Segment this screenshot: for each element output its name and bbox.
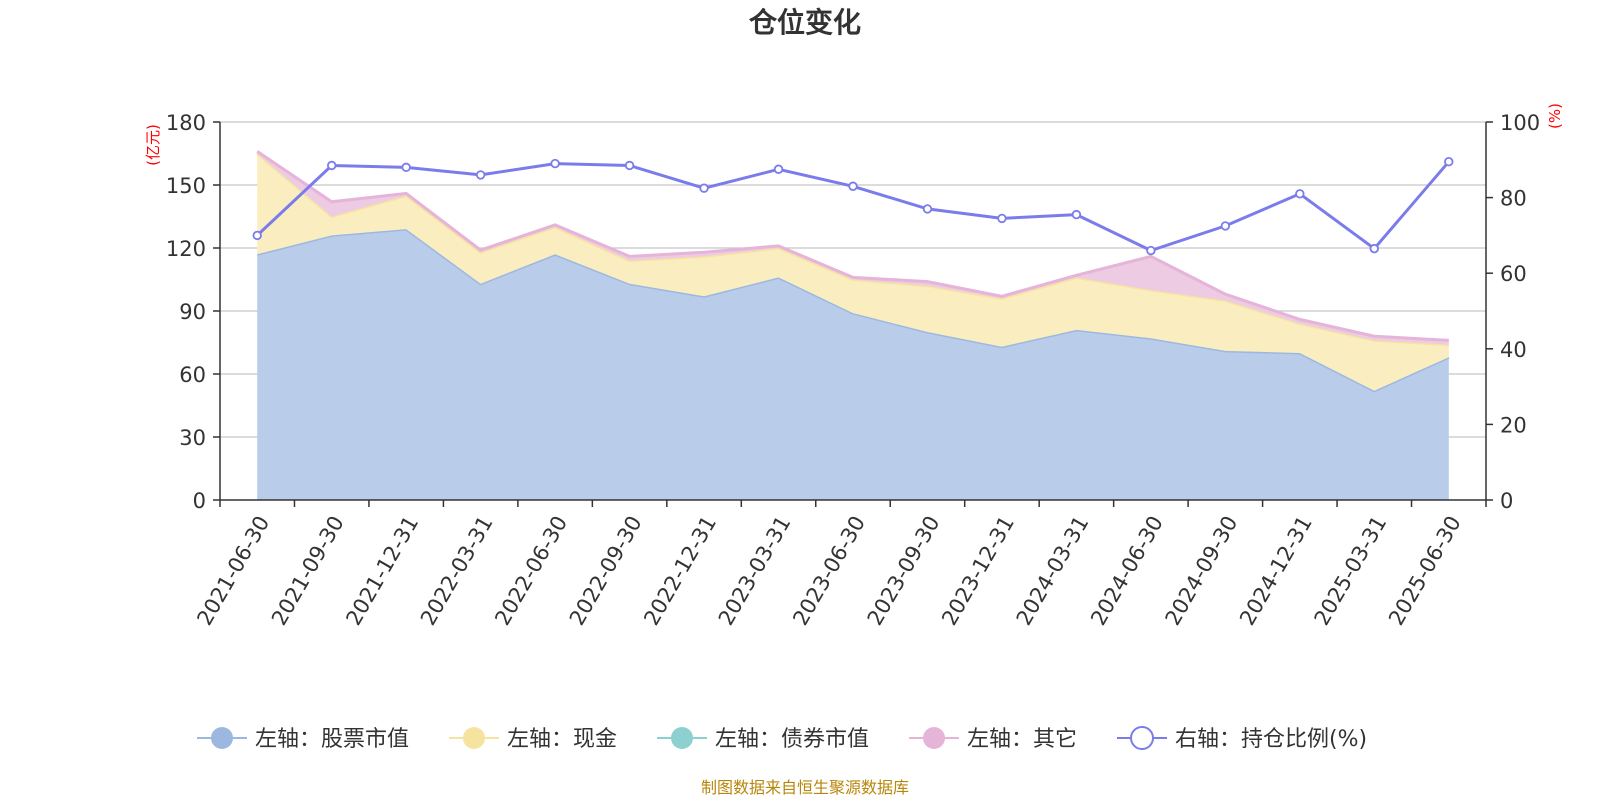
- x-tick-label: 2022-03-31: [416, 512, 498, 630]
- data-point: [327, 160, 337, 171]
- legend-marker: [1130, 726, 1154, 750]
- data-point: [624, 160, 635, 171]
- legend-marker: [463, 727, 485, 749]
- x-tick-label: 2023-12-31: [937, 512, 1019, 630]
- data-point: [1220, 221, 1231, 231]
- legend-label: 左轴：股票市值: [255, 727, 409, 752]
- data-point: [401, 162, 411, 173]
- x-tick-label: 2025-03-31: [1310, 512, 1392, 630]
- data-point: [699, 183, 709, 193]
- left-tick-label: 180: [166, 111, 206, 135]
- area-左轴：股票市值: [257, 229, 1449, 500]
- x-tick-label: 2022-09-30: [565, 512, 647, 630]
- legend-marker: [211, 727, 233, 749]
- area-line-左轴：其它: [256, 150, 1449, 342]
- legend-item: 右轴：持仓比例(%): [1117, 726, 1367, 752]
- legend-item: 左轴：现金: [449, 727, 617, 752]
- data-point: [475, 170, 486, 180]
- legend-label: 左轴：其它: [967, 727, 1077, 752]
- left-tick-label: 30: [179, 426, 206, 450]
- x-tick-label: 2024-12-31: [1235, 512, 1317, 630]
- line-series: [252, 156, 1454, 256]
- legend-label: 右轴：持仓比例(%): [1175, 727, 1367, 752]
- x-tick-label: 2024-06-30: [1086, 512, 1168, 630]
- data-point: [550, 158, 560, 169]
- x-tick-label: 2024-03-31: [1012, 512, 1094, 630]
- x-tick-label: 2022-12-31: [639, 512, 721, 630]
- data-point: [1071, 209, 1082, 220]
- chart-title: 仓位变化: [749, 6, 861, 39]
- legend-label: 左轴：债券市值: [715, 727, 869, 752]
- x-tick-label: 2023-06-30: [788, 512, 870, 630]
- data-point: [997, 213, 1007, 224]
- data-point: [848, 181, 858, 191]
- x-tick-label: 2021-06-30: [192, 512, 274, 630]
- left-axis-unit: (亿元): [144, 124, 162, 166]
- area-左轴：现金: [257, 153, 1449, 391]
- data-point: [773, 164, 784, 174]
- data-point: [1369, 243, 1379, 254]
- legend: 左轴：股票市值 左轴：现金 左轴：债券市值 左轴：其它 右轴：持仓比例(%): [197, 726, 1367, 752]
- left-tick-label: 90: [179, 300, 206, 324]
- x-tick-label: 2023-03-31: [714, 512, 796, 630]
- data-point: [1146, 245, 1156, 256]
- x-tick-label: 2025-06-30: [1384, 512, 1466, 630]
- right-tick-label: 40: [1500, 338, 1527, 362]
- right-tick-label: 20: [1500, 413, 1527, 437]
- legend-item: 左轴：股票市值: [197, 727, 409, 752]
- x-tick-label: 2021-09-30: [267, 512, 349, 630]
- legend-item: 左轴：债券市值: [657, 727, 869, 752]
- right-tick-label: 0: [1500, 489, 1513, 513]
- legend-marker: [923, 727, 945, 749]
- x-tick-label: 2021-12-31: [341, 512, 423, 630]
- left-tick-label: 0: [193, 489, 206, 513]
- legend-item: 左轴：其它: [909, 727, 1077, 752]
- right-tick-label: 100: [1500, 111, 1540, 135]
- x-tick-label: 2024-09-30: [1161, 512, 1243, 630]
- legend-label: 左轴：现金: [507, 727, 617, 752]
- right-axis-unit: (%): [1546, 103, 1564, 129]
- legend-marker: [671, 727, 693, 749]
- x-tick-label: 2022-06-30: [490, 512, 572, 630]
- left-tick-label: 60: [179, 363, 206, 387]
- data-point: [252, 230, 262, 241]
- right-tick-label: 80: [1500, 187, 1527, 211]
- area-series: [256, 150, 1450, 500]
- source-note: 制图数据来自恒生聚源数据库: [701, 778, 909, 797]
- data-point: [1444, 156, 1454, 167]
- data-point: [1295, 189, 1305, 199]
- left-tick-label: 120: [166, 237, 206, 261]
- x-tick-label: 2023-09-30: [863, 512, 945, 630]
- right-tick-label: 60: [1500, 262, 1527, 286]
- left-tick-label: 150: [166, 174, 206, 198]
- data-point: [922, 204, 933, 214]
